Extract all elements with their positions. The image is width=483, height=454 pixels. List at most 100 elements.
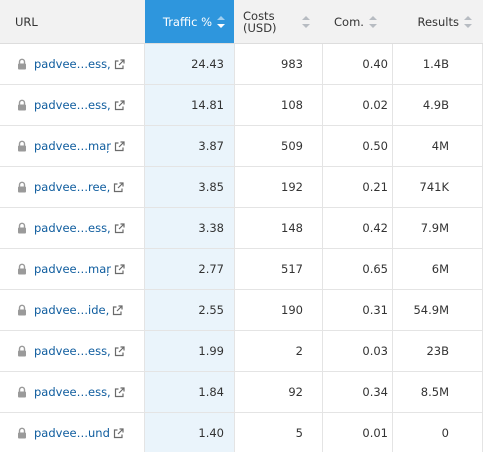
traffic-cell: 2.77	[198, 262, 224, 276]
results-cell: 6M	[431, 262, 449, 276]
sorted-column-highlight	[145, 43, 234, 452]
url-link[interactable]: padvee…	[34, 262, 88, 276]
column-header-results-label: Results	[417, 14, 459, 29]
traffic-cell: 24.43	[191, 57, 224, 71]
sort-desc-icon[interactable]	[216, 15, 226, 29]
url-link[interactable]: padvee…	[34, 98, 88, 112]
lock-icon	[16, 345, 28, 357]
external-link-icon[interactable]	[114, 386, 125, 398]
external-link-icon[interactable]	[114, 99, 125, 111]
table-row: padvee… ess, 3.38 148 0.42 7.9M	[0, 208, 483, 249]
column-header-url: URL	[0, 0, 145, 43]
lock-icon	[16, 140, 28, 152]
results-cell: 4M	[431, 139, 449, 153]
results-cell: 54.9M	[413, 303, 449, 317]
column-header-costs[interactable]: Costs (USD)	[234, 0, 323, 43]
url-link[interactable]: padvee…	[34, 180, 88, 194]
results-cell: 1.4B	[422, 57, 449, 71]
table-header: URL Traffic % Costs (USD) Com. Results	[0, 0, 483, 44]
url-tail[interactable]: ree,	[88, 180, 111, 194]
url-tail[interactable]: ide,	[88, 303, 110, 317]
results-cell: 8.5M	[420, 385, 449, 399]
url-link[interactable]: padvee…	[34, 57, 88, 71]
url-link[interactable]: padvee…	[34, 426, 88, 440]
costs-cell: 983	[281, 57, 303, 71]
url-link[interactable]: padvee…	[34, 221, 88, 235]
external-link-icon[interactable]	[114, 345, 125, 357]
results-cell: 7.9M	[420, 221, 449, 235]
url-cell: padvee… ess,	[16, 208, 145, 248]
costs-cell: 192	[281, 180, 303, 194]
sort-arrows-icon[interactable]	[368, 15, 378, 29]
url-link[interactable]: padvee…	[34, 344, 88, 358]
url-tail[interactable]: maŗ	[88, 262, 111, 276]
url-cell: padvee… maŗ	[16, 126, 145, 166]
url-link[interactable]: padvee…	[34, 139, 88, 153]
table-row: padvee… ess, 1.99 2 0.03 23B	[0, 331, 483, 372]
traffic-cell: 2.55	[198, 303, 224, 317]
external-link-icon[interactable]	[113, 427, 124, 439]
com-cell: 0.65	[362, 262, 388, 276]
url-cell: padvee… ess,	[16, 372, 145, 412]
com-cell: 0.31	[362, 303, 388, 317]
lock-icon	[16, 181, 28, 193]
url-cell: padvee… ree,	[16, 167, 145, 207]
results-cell: 0	[441, 426, 449, 440]
com-cell: 0.40	[362, 57, 388, 71]
costs-cell: 190	[281, 303, 303, 317]
column-divider	[234, 0, 235, 452]
url-tail[interactable]: ess,	[88, 221, 111, 235]
costs-cell: 148	[281, 221, 303, 235]
table-row: padvee… ide, 2.55 190 0.31 54.9M	[0, 290, 483, 331]
com-cell: 0.03	[362, 344, 388, 358]
url-tail[interactable]: ess,	[88, 385, 111, 399]
url-tail[interactable]: ess,	[88, 98, 111, 112]
external-link-icon[interactable]	[114, 58, 125, 70]
external-link-icon[interactable]	[112, 304, 123, 316]
lock-icon	[16, 99, 28, 111]
costs-label-line2: (USD)	[243, 20, 277, 35]
url-tail[interactable]: und	[88, 426, 110, 440]
url-tail[interactable]: ess,	[88, 57, 111, 71]
lock-icon	[16, 386, 28, 398]
com-cell: 0.34	[362, 385, 388, 399]
lock-icon	[16, 263, 28, 275]
table-row: padvee… ess, 1.84 92 0.34 8.5M	[0, 372, 483, 413]
lock-icon	[16, 304, 28, 316]
traffic-cell: 1.40	[198, 426, 224, 440]
column-header-com[interactable]: Com.	[323, 0, 393, 43]
url-link[interactable]: padvee…	[34, 385, 88, 399]
traffic-cell: 3.85	[198, 180, 224, 194]
sort-arrows-icon[interactable]	[301, 15, 311, 29]
column-header-results[interactable]: Results	[393, 0, 483, 43]
column-header-url-label: URL	[15, 14, 38, 29]
lock-icon	[16, 58, 28, 70]
url-link[interactable]: padvee…	[34, 303, 88, 317]
lock-icon	[16, 427, 28, 439]
url-cell: padvee… und	[16, 413, 145, 453]
costs-cell: 5	[295, 426, 303, 440]
url-tail[interactable]: maŗ	[88, 139, 111, 153]
url-cell: padvee… ide,	[16, 290, 145, 330]
external-link-icon[interactable]	[114, 222, 125, 234]
external-link-icon[interactable]	[114, 263, 125, 275]
url-tail[interactable]: ess,	[88, 344, 111, 358]
sort-arrows-icon[interactable]	[463, 15, 473, 29]
column-header-com-label: Com.	[334, 14, 364, 29]
table-row: padvee… maŗ 2.77 517 0.65 6M	[0, 249, 483, 290]
external-link-icon[interactable]	[113, 181, 124, 193]
table-row: padvee… maŗ 3.87 509 0.50 4M	[0, 126, 483, 167]
traffic-cell: 14.81	[191, 98, 224, 112]
table-row: padvee… und 1.40 5 0.01 0	[0, 413, 483, 454]
traffic-cell: 1.99	[198, 344, 224, 358]
com-cell: 0.02	[362, 98, 388, 112]
external-link-icon[interactable]	[114, 140, 125, 152]
table-row: padvee… ree, 3.85 192 0.21 741K	[0, 167, 483, 208]
traffic-cell: 3.87	[198, 139, 224, 153]
table-row: padvee… ess, 24.43 983 0.40 1.4B	[0, 44, 483, 85]
url-cell: padvee… maŗ	[16, 249, 145, 289]
column-header-traffic[interactable]: Traffic %	[145, 0, 234, 43]
costs-label-line1: Costs	[243, 8, 275, 23]
results-cell: 741K	[419, 180, 450, 194]
